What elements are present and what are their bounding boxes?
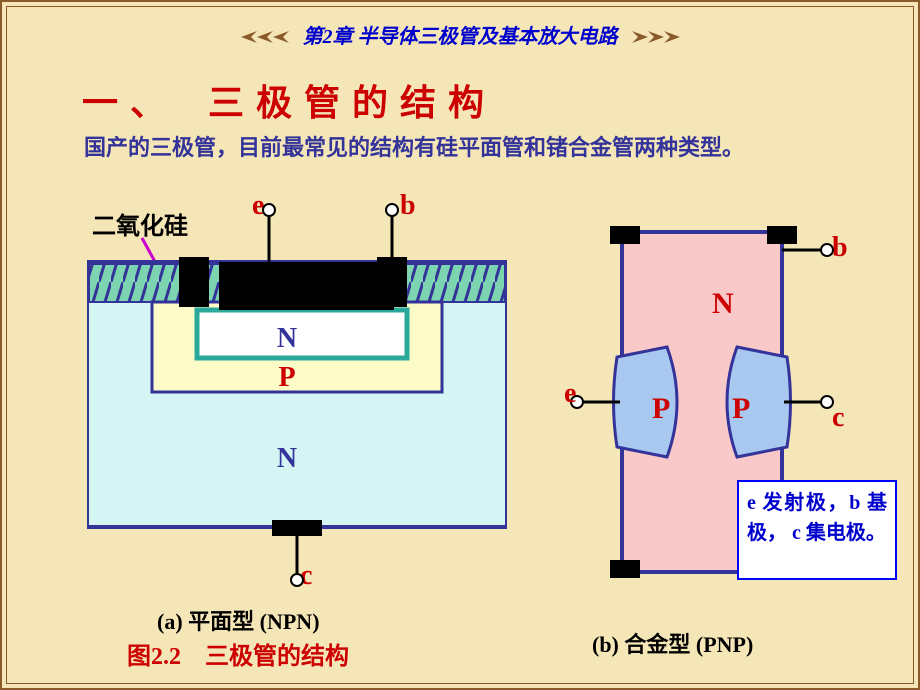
n-region-label-b: N: [712, 287, 734, 321]
figure-caption: 图2.2 三极管的结构: [127, 636, 349, 671]
chapter-text: 第2章 半导体三极管及基本放大电路: [303, 26, 618, 48]
n-bottom-label: N: [277, 443, 297, 474]
p-region-label-b1: P: [652, 392, 670, 426]
n-top-label: N: [277, 323, 297, 354]
caption-b: (b) 合金型 (PNP): [592, 627, 753, 659]
legend-box: e 发射极，b 基 极， c 集电极。: [737, 480, 897, 580]
section-heading: 一、 三极管的结构: [82, 74, 496, 126]
chapter-heading: 第2章 半导体三极管及基本放大电路: [2, 20, 918, 52]
c-terminal-label-b: c: [832, 402, 844, 434]
p-label: P: [278, 362, 295, 393]
e-terminal-label-b: e: [564, 378, 576, 410]
deco-right-icon: [622, 27, 682, 52]
b-terminal-label-b: b: [832, 232, 848, 264]
deco-left-icon: [239, 27, 299, 52]
intro-text: 国产的三极管，目前最常见的结构有硅平面管和锗合金管两种类型。: [84, 130, 744, 162]
p-region-label-b2: P: [732, 392, 750, 426]
planar-npn-diagram: N P N: [87, 202, 507, 602]
caption-a: (a) 平面型 (NPN): [157, 604, 320, 636]
